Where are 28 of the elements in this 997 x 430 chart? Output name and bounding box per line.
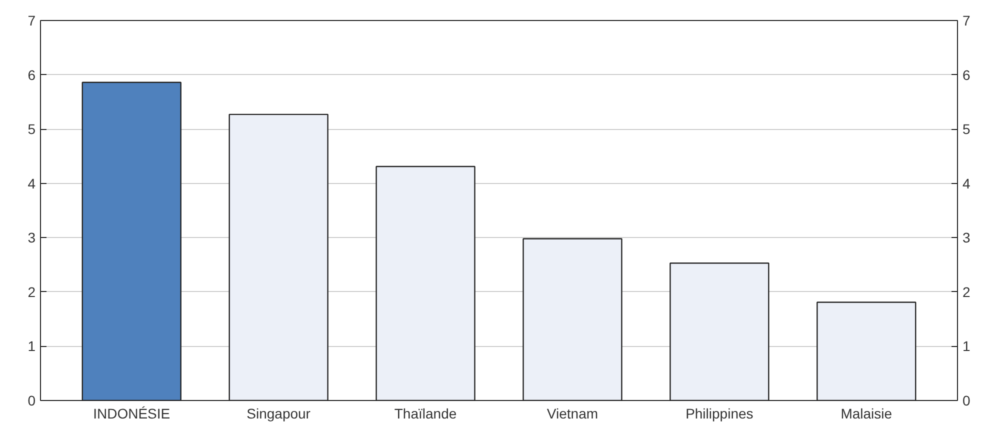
bar	[376, 166, 476, 400]
y-tick-label: 4	[28, 175, 36, 192]
bar	[816, 302, 916, 400]
y2-tick-label: 0	[962, 392, 970, 408]
x-tick-label: INDONÉSIE	[93, 406, 170, 422]
x-tick-label: Philippines	[686, 406, 754, 422]
x-tick-label: Thaïlande	[394, 406, 457, 422]
bar	[228, 114, 328, 400]
y-tick-label: 5	[28, 121, 36, 138]
bar	[82, 82, 182, 400]
y2-tick-label: 6	[962, 66, 970, 83]
y2-tick-label: 1	[962, 338, 970, 354]
bar	[522, 238, 622, 400]
y2-tick-label: 3	[962, 230, 970, 246]
bar	[670, 262, 770, 400]
y-tick-label: 2	[28, 284, 36, 300]
y-tick-label: 3	[28, 230, 36, 246]
x-tick-label: Vietnam	[546, 406, 598, 422]
y2-tick-label: 7	[962, 12, 970, 28]
y-tick-label: 0	[28, 392, 36, 408]
y-tick-label: 7	[28, 12, 36, 28]
x-tick-label: Singapour	[246, 406, 311, 422]
y2-tick-label: 2	[962, 284, 970, 300]
y2-tick-label: 4	[962, 175, 970, 192]
y2-tick-label: 5	[962, 121, 970, 138]
y-tick-label: 6	[28, 66, 36, 83]
x-tick-label: Malaisie	[840, 406, 892, 422]
y-tick-label: 1	[28, 338, 36, 354]
